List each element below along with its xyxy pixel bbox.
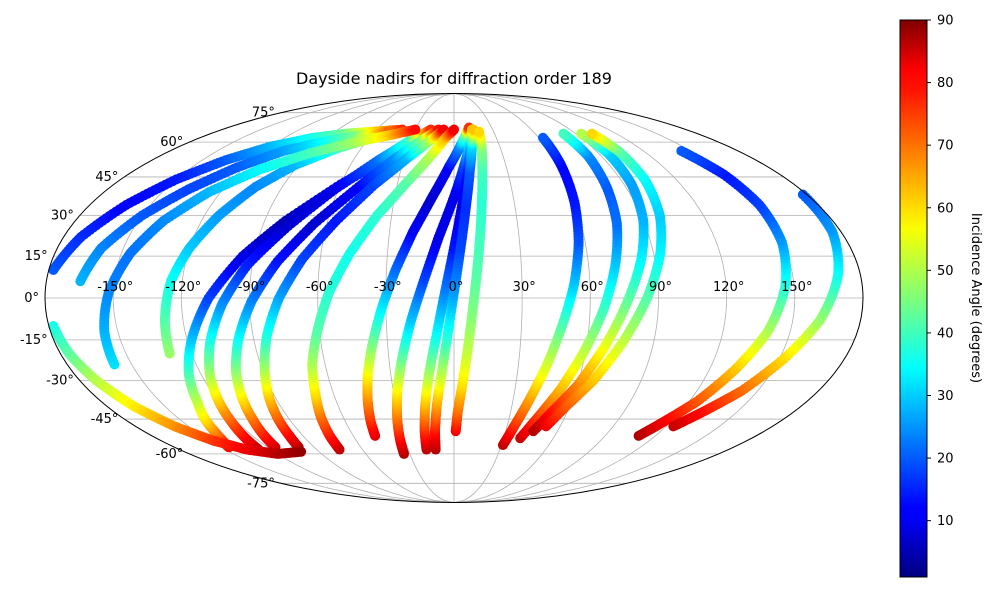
scatter-series xyxy=(450,126,488,437)
scatter-series xyxy=(203,124,436,455)
scatter-series xyxy=(497,132,584,451)
scatter-point xyxy=(586,128,597,139)
scatter-series xyxy=(430,124,479,455)
latitude-tick-label: -15° xyxy=(20,333,48,348)
meridian-line xyxy=(453,93,728,503)
scatter-series xyxy=(99,124,421,370)
longitude-tick-label: 60° xyxy=(581,280,604,295)
scatter-series xyxy=(230,124,444,453)
latitude-tick-labels: 75° 60° 45° 30° 15° 0° -15° -30° -45° -60° -75° xyxy=(20,106,275,492)
longitude-tick-label: 150° xyxy=(781,280,812,295)
latitude-tick-label: -60° xyxy=(156,447,184,462)
longitude-tick-label: 90° xyxy=(649,280,672,295)
colorbar-tick-label: 40 xyxy=(937,326,954,341)
colorbar: 10 20 30 40 50 60 70 80 90 Incidence Angle (degr… xyxy=(899,14,983,578)
latitude-tick-label: 0° xyxy=(24,291,39,306)
meridian-line xyxy=(453,93,523,503)
latitude-tick-label: 45° xyxy=(95,170,118,185)
latitude-tick-label: -30° xyxy=(46,374,74,389)
scatter-point xyxy=(558,128,569,139)
scatter-series xyxy=(391,124,478,459)
scatter-series xyxy=(515,128,623,444)
colorbar-ticks: 10 20 30 40 50 60 70 80 90 xyxy=(927,14,954,529)
scatter-series xyxy=(307,124,459,455)
colorbar-tick-label: 70 xyxy=(937,139,954,154)
longitude-tick-label: 120° xyxy=(713,280,744,295)
scatter-point xyxy=(410,124,421,135)
colorbar-tick-label: 90 xyxy=(937,14,954,29)
longitude-tick-labels: -150° -120° -90° -60° -30° 0° 30° 60° 90° 120° 150… xyxy=(97,280,812,295)
colorbar-tick-label: 50 xyxy=(937,264,954,279)
longitude-tick-label: -60° xyxy=(306,280,334,295)
scatter-series xyxy=(159,132,378,359)
colorbar-tick-label: 30 xyxy=(937,389,954,404)
scatter-point xyxy=(474,126,485,137)
meridian-line xyxy=(453,93,796,503)
map-boundary xyxy=(44,93,864,503)
scatter-point xyxy=(676,145,687,156)
meridian-line xyxy=(112,93,455,503)
colorbar-tick-label: 60 xyxy=(937,201,954,216)
colorbar-label: Incidence Angle (degrees) xyxy=(968,213,983,383)
scatter-series xyxy=(540,128,667,432)
colorbar-tick-label: 10 xyxy=(937,514,954,529)
scatter-point xyxy=(797,189,808,200)
colorbar-tick-label: 80 xyxy=(937,76,954,91)
scatter-series xyxy=(48,320,307,459)
chart-title: Dayside nadirs for diffraction order 189 xyxy=(296,69,612,88)
scatter-series xyxy=(362,122,475,441)
longitude-tick-label: 0° xyxy=(449,280,464,295)
scatter-point xyxy=(296,446,307,457)
longitude-tick-label: -120° xyxy=(165,280,201,295)
scatter-series xyxy=(668,189,844,432)
colorbar-tick-label: 20 xyxy=(937,452,954,467)
scatter-tracks xyxy=(48,122,844,459)
latitude-tick-label: 75° xyxy=(252,106,275,121)
latitude-tick-label: 60° xyxy=(160,135,183,150)
scatter-point xyxy=(537,132,548,143)
scatter-series xyxy=(75,126,393,287)
latitude-tick-label: -75° xyxy=(247,476,275,491)
scatter-series xyxy=(633,145,792,441)
scatter-point xyxy=(576,128,587,139)
longitude-tick-label: -90° xyxy=(238,280,266,295)
scatter-series xyxy=(528,128,649,437)
longitude-tick-label: -30° xyxy=(374,280,402,295)
scatter-series xyxy=(259,124,449,453)
longitude-tick-label: 30° xyxy=(513,280,536,295)
latitude-tick-label: -45° xyxy=(91,412,119,427)
latitude-tick-label: 15° xyxy=(25,249,48,264)
colorbar-gradient xyxy=(899,19,928,578)
longitude-tick-label: -150° xyxy=(97,280,133,295)
latitude-tick-label: 30° xyxy=(51,208,74,223)
scatter-point xyxy=(449,124,459,135)
